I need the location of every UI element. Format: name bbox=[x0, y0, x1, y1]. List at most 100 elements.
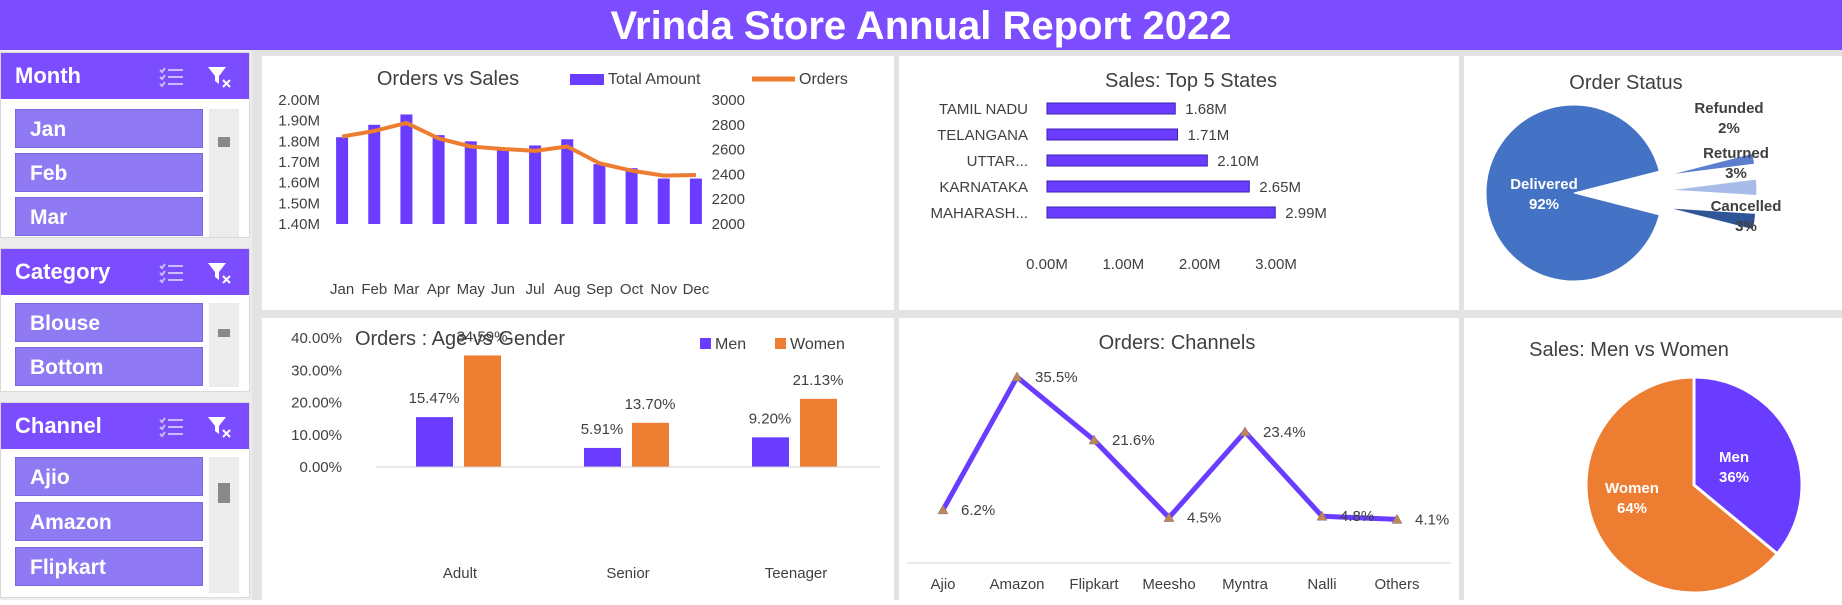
slice-pct: 92% bbox=[1529, 196, 1559, 213]
slice-label: Women bbox=[1605, 480, 1659, 497]
chart-title: Orders: Channels bbox=[1099, 332, 1256, 354]
slice-pct: 64% bbox=[1617, 500, 1647, 517]
panel-age-vs-gender: Orders : Age vs Gender Men Women 40.00% 3… bbox=[262, 318, 894, 600]
bar-state-sales bbox=[1046, 180, 1250, 193]
report-title: Vrinda Store Annual Report 2022 bbox=[0, 0, 1842, 50]
panel-channels: Orders: Channels 6.2% Ajio 35.5% Amazon 21.6… bbox=[899, 318, 1459, 600]
x-tick-label: Nalli bbox=[1307, 576, 1336, 593]
bar-men bbox=[752, 437, 789, 467]
panel-top5-states: Sales: Top 5 States TAMIL NADU 1.68M TELAN… bbox=[899, 56, 1459, 310]
data-label: 4.5% bbox=[1187, 510, 1221, 527]
slice-label: Men bbox=[1719, 449, 1749, 466]
x-tick-label: Others bbox=[1374, 576, 1419, 593]
bar-total-amount bbox=[464, 141, 477, 224]
slice-cancelled bbox=[1667, 207, 1757, 231]
x-tick-label: Senior bbox=[606, 565, 649, 582]
multi-select-icon[interactable] bbox=[159, 260, 185, 286]
slicer-header: Category bbox=[1, 249, 249, 295]
clear-filter-icon[interactable] bbox=[207, 414, 233, 440]
slicer-item-flipkart[interactable]: Flipkart bbox=[15, 547, 203, 586]
slice-pct: 36% bbox=[1719, 469, 1749, 486]
point-marker bbox=[1163, 512, 1175, 522]
slicer-month: Month Jan Feb Mar bbox=[0, 52, 250, 238]
x-tick-label: May bbox=[457, 281, 486, 298]
bar-total-amount bbox=[368, 124, 381, 224]
y-tick-label: 1.90M bbox=[278, 113, 320, 130]
x-tick-label: Amazon bbox=[989, 576, 1044, 593]
slicer-item-bottom[interactable]: Bottom bbox=[15, 347, 203, 386]
filter-sidebar: Month Jan Feb Mar Category Blouse Bottom… bbox=[0, 50, 252, 600]
x-tick-label: Sep bbox=[586, 281, 613, 298]
bar-women bbox=[632, 422, 669, 467]
x-tick-label: Apr bbox=[427, 281, 450, 298]
y-tick-label: 2.00M bbox=[278, 92, 320, 109]
x-tick-label: 0.00M bbox=[1026, 256, 1068, 273]
point-marker bbox=[1088, 434, 1100, 445]
y2-tick-label: 3000 bbox=[712, 92, 745, 109]
slicer-scrollbar[interactable] bbox=[209, 457, 239, 593]
slice-returned bbox=[1668, 178, 1758, 197]
slicer-scrollbar[interactable] bbox=[209, 303, 239, 387]
category-label: MAHARASH... bbox=[930, 205, 1028, 222]
y-tick-label: 1.50M bbox=[278, 195, 320, 212]
y-tick-label: 10.00% bbox=[291, 427, 342, 444]
x-tick-label: Mar bbox=[393, 281, 419, 298]
x-tick-label: Oct bbox=[620, 281, 644, 298]
bar-total-amount bbox=[432, 135, 445, 224]
x-tick-label: Nov bbox=[650, 281, 677, 298]
slicer-item-amazon[interactable]: Amazon bbox=[15, 502, 203, 541]
x-tick-label: Jun bbox=[491, 281, 515, 298]
slice-women bbox=[1584, 375, 1780, 595]
y2-tick-label: 2600 bbox=[712, 142, 745, 159]
slicer-item-jan[interactable]: Jan bbox=[15, 109, 203, 148]
slice-label: Returned bbox=[1703, 145, 1769, 162]
multi-select-icon[interactable] bbox=[159, 414, 185, 440]
scroll-thumb[interactable] bbox=[218, 137, 230, 147]
legend-label: Women bbox=[790, 336, 845, 353]
data-label: 2.99M bbox=[1285, 205, 1327, 222]
clear-filter-icon[interactable] bbox=[207, 260, 233, 286]
y-tick-label: 30.00% bbox=[291, 362, 342, 379]
chart-men-vs-women: Sales: Men vs Women Men 36% Women 64% bbox=[1529, 339, 1804, 595]
slice-label: Refunded bbox=[1694, 100, 1763, 117]
data-label: 21.6% bbox=[1112, 432, 1155, 449]
point-marker bbox=[937, 504, 949, 515]
x-tick-label: 1.00M bbox=[1102, 256, 1144, 273]
x-tick-label: Adult bbox=[443, 565, 478, 582]
y2-tick-label: 2200 bbox=[712, 191, 745, 208]
panel-men-vs-women: Sales: Men vs Women Men 36% Women 64% bbox=[1464, 318, 1842, 600]
data-label: 9.20% bbox=[749, 410, 792, 427]
panel-orders-vs-sales: Orders vs Sales Total Amount Orders 2.00… bbox=[262, 56, 894, 310]
slicer-item-feb[interactable]: Feb bbox=[15, 153, 203, 192]
bar-total-amount bbox=[625, 168, 638, 224]
data-label: 23.4% bbox=[1263, 424, 1306, 441]
clear-filter-icon[interactable] bbox=[207, 64, 233, 90]
point-marker bbox=[1391, 513, 1403, 524]
y-tick-label: 1.60M bbox=[278, 175, 320, 192]
slicer-item-mar[interactable]: Mar bbox=[15, 197, 203, 236]
chart-title: Sales: Men vs Women bbox=[1529, 339, 1729, 361]
data-label: 13.70% bbox=[625, 396, 676, 413]
data-label: 6.2% bbox=[961, 502, 995, 519]
bar-total-amount bbox=[657, 178, 670, 224]
bar-total-amount bbox=[529, 145, 542, 224]
y2-tick-label: 2000 bbox=[712, 216, 745, 233]
slicer-scrollbar[interactable] bbox=[209, 109, 239, 237]
data-label: 35.5% bbox=[1035, 369, 1078, 386]
legend-swatch-women bbox=[775, 338, 786, 349]
point-marker bbox=[1239, 426, 1251, 437]
slicer-item-ajio[interactable]: Ajio bbox=[15, 457, 203, 496]
scroll-thumb[interactable] bbox=[218, 329, 230, 337]
bar-total-amount bbox=[561, 139, 574, 224]
x-tick-label: Myntra bbox=[1222, 576, 1269, 593]
slice-label: Cancelled bbox=[1711, 198, 1782, 215]
x-tick-label: Meesho bbox=[1142, 576, 1195, 593]
slicer-item-blouse[interactable]: Blouse bbox=[15, 303, 203, 342]
bar-men bbox=[584, 447, 621, 467]
x-tick-label: Dec bbox=[683, 281, 710, 298]
category-label: UTTAR... bbox=[967, 153, 1028, 170]
multi-select-icon[interactable] bbox=[159, 64, 185, 90]
category-label: TAMIL NADU bbox=[939, 101, 1028, 118]
scroll-thumb[interactable] bbox=[218, 483, 230, 503]
x-tick-label: Ajio bbox=[930, 576, 955, 593]
